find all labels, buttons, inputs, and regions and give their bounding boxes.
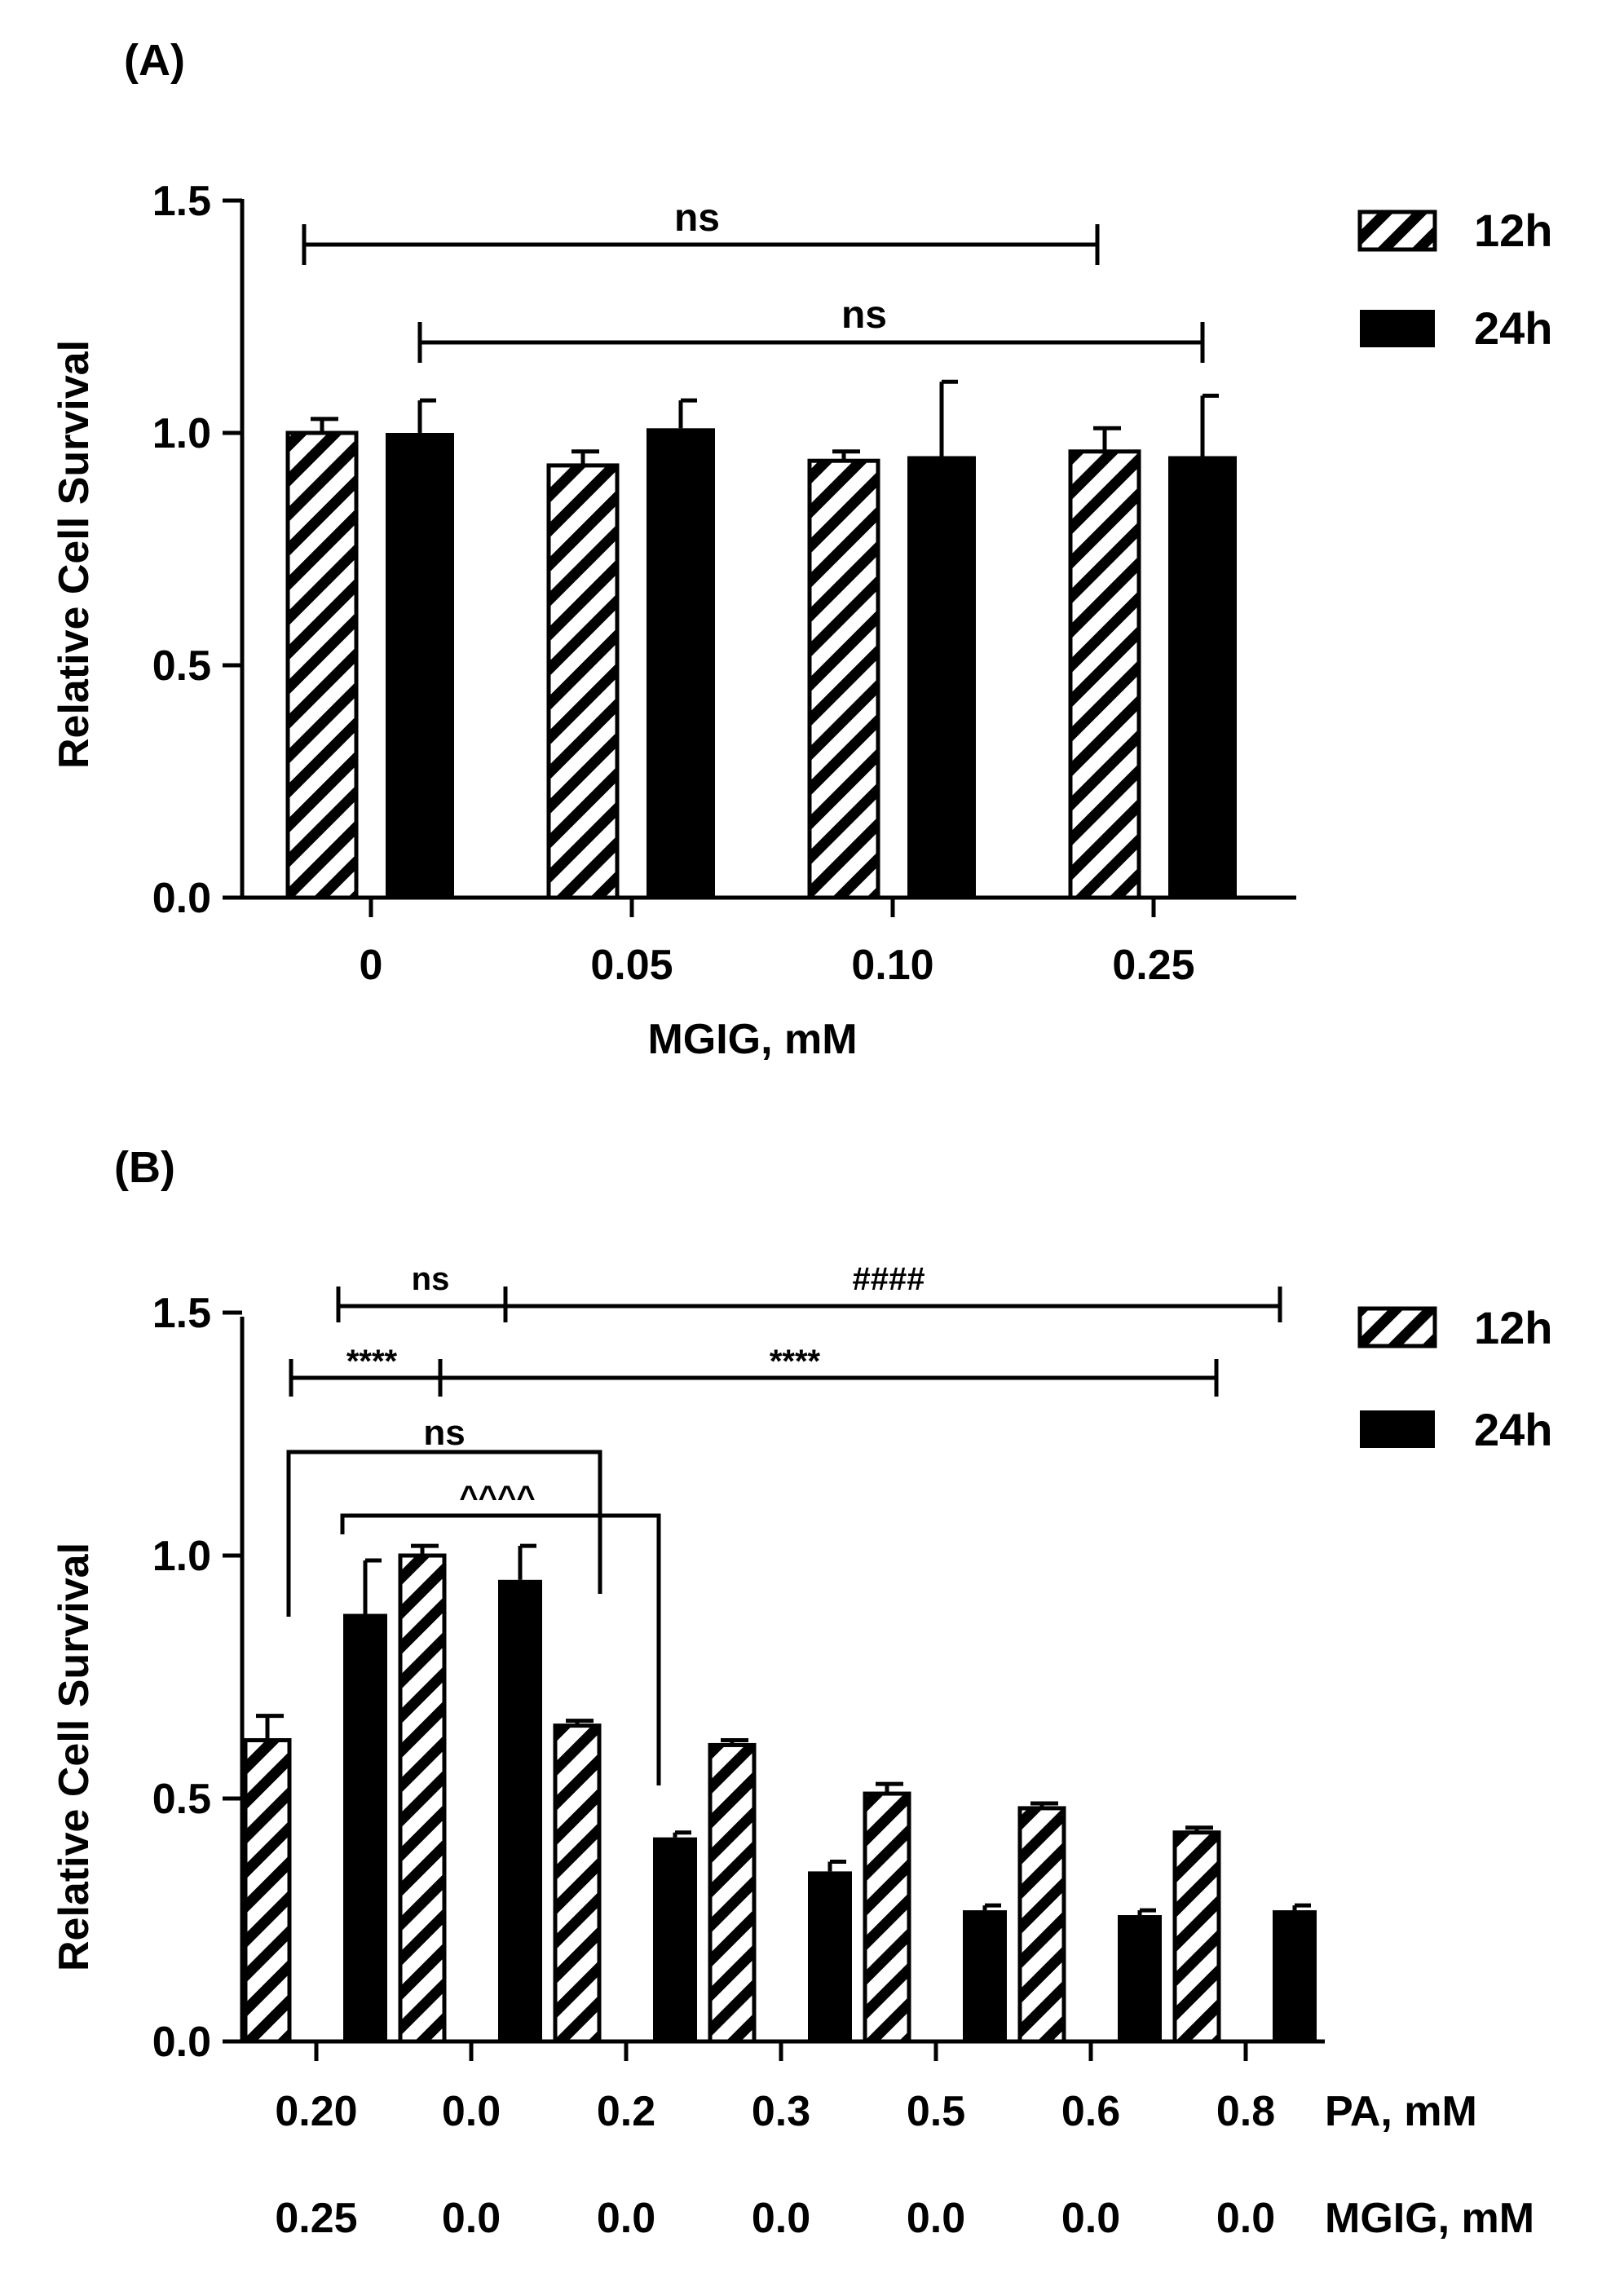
bar-12h-4 bbox=[863, 1791, 911, 2044]
bar-12h-3 bbox=[1068, 449, 1141, 900]
bar-24h-2 bbox=[907, 456, 976, 898]
bar-12h-3 bbox=[708, 1742, 757, 2044]
bar-12h-2 bbox=[553, 1724, 602, 2044]
legend-label-12h: 12h bbox=[1474, 1302, 1553, 1353]
legend-swatch-12h bbox=[1357, 1306, 1437, 1348]
y-tick-label: 0.5 bbox=[152, 642, 211, 690]
panel-a: (A) Relative Cell Survival 0.00.51.01.5 … bbox=[51, 36, 1553, 1063]
panel-a-x-axis-label: MGIG, mM bbox=[647, 1016, 857, 1063]
legend-label-24h: 24h bbox=[1474, 302, 1553, 354]
panel-b-significance-bracket: ^^^^ bbox=[340, 1480, 661, 1785]
y-tick-label: 0.5 bbox=[152, 1776, 211, 1823]
legend-swatch-24h bbox=[1360, 310, 1435, 347]
x-tick-label-pa: 0.5 bbox=[907, 2088, 965, 2135]
x-tick-label-pa: 0.2 bbox=[597, 2088, 655, 2135]
panel-a-annotation-ns-12h: ns bbox=[674, 196, 720, 240]
bar-12h-1 bbox=[546, 463, 620, 900]
bar-24h-2 bbox=[653, 1837, 697, 2041]
bar-12h-0 bbox=[243, 1737, 292, 2044]
x-tick-label-pa: 0.6 bbox=[1061, 2088, 1120, 2135]
bar-12h-1 bbox=[398, 1553, 447, 2044]
x-tick-label-pa: 0.3 bbox=[752, 2088, 810, 2135]
bar-24h-6 bbox=[1273, 1910, 1317, 2041]
bar-24h-5 bbox=[1118, 1915, 1162, 2041]
panel-b-annotation-hash: #### bbox=[853, 1261, 925, 1297]
panel-b-significance-bracket: **** **** bbox=[289, 1344, 1219, 1397]
legend-label-12h: 12h bbox=[1474, 205, 1553, 256]
panel-a-significance-bracket: ns bbox=[302, 196, 1100, 265]
x-tick-label-pa: 0.0 bbox=[442, 2088, 501, 2135]
y-tick-label: 1.0 bbox=[152, 1533, 211, 1580]
bar-24h-4 bbox=[963, 1910, 1007, 2041]
panel-a-significance-bracket: ns bbox=[417, 294, 1205, 363]
x-tick-label-mgig: 0.0 bbox=[597, 2195, 655, 2242]
panel-b-label: (B) bbox=[114, 1143, 175, 1192]
bar-24h-0 bbox=[343, 1613, 387, 2041]
bar-24h-1 bbox=[498, 1579, 542, 2041]
y-tick-label: 1.5 bbox=[152, 1290, 211, 1337]
bar-12h-2 bbox=[807, 458, 880, 900]
x-tick-label: 0.10 bbox=[851, 942, 933, 989]
x-tick-label-mgig: 0.0 bbox=[1216, 2195, 1275, 2242]
panel-b: (B) Relative Cell Survival 0.00.51.01.5 … bbox=[51, 1143, 1553, 2242]
legend-swatch-12h bbox=[1357, 210, 1437, 252]
panel-b-annotation-stars-2: **** bbox=[770, 1344, 821, 1379]
x-tick-label-mgig: 0.0 bbox=[442, 2195, 501, 2242]
panel-b-annotation-stars-1: **** bbox=[346, 1344, 398, 1379]
panel-b-x-ticks: 0.20 0.0 0.2 0.3 0.5 0.6 0.8 0.25 0.0 0.0 0.0 0.0 0.… bbox=[275, 2041, 1275, 2242]
panel-b-annotation-ns-top: ns bbox=[412, 1261, 450, 1297]
legend-label-24h: 24h bbox=[1474, 1404, 1553, 1455]
panel-b-annotation-ns-mid: ns bbox=[423, 1413, 465, 1453]
bar-12h-0 bbox=[285, 430, 359, 900]
panel-a-bars bbox=[285, 379, 1237, 900]
x-tick-label-pa: 0.8 bbox=[1216, 2088, 1275, 2135]
panel-b-row-label-mgig: MGIG, mM bbox=[1325, 2195, 1534, 2242]
bar-12h-5 bbox=[1017, 1806, 1066, 2044]
panel-b-annotation-caret: ^^^^ bbox=[459, 1480, 535, 1516]
panel-b-y-axis-label: Relative Cell Survival bbox=[51, 1543, 98, 1971]
bar-24h-1 bbox=[647, 428, 715, 898]
bar-24h-0 bbox=[386, 433, 454, 898]
x-tick-label-mgig: 0.25 bbox=[275, 2195, 357, 2242]
panel-a-label: (A) bbox=[124, 36, 185, 85]
x-tick-label-mgig: 0.0 bbox=[907, 2195, 965, 2242]
panel-a-y-ticks: 0.0 0.5 1.0 1.5 bbox=[152, 178, 242, 922]
x-tick-label-mgig: 0.0 bbox=[752, 2195, 810, 2242]
x-tick-label-mgig: 0.0 bbox=[1061, 2195, 1120, 2242]
bar-12h-6 bbox=[1172, 1830, 1221, 2044]
panel-b-row-label-pa: PA, mM bbox=[1325, 2088, 1477, 2135]
panel-a-legend: 12h 24h bbox=[1357, 205, 1553, 354]
panel-a-y-axis-label: Relative Cell Survival bbox=[51, 340, 98, 769]
x-tick-label-pa: 0.20 bbox=[275, 2088, 357, 2135]
y-tick-label: 0.0 bbox=[152, 875, 211, 922]
panel-b-bars bbox=[243, 1543, 1317, 2044]
panel-b-legend: 12h 24h bbox=[1357, 1302, 1553, 1455]
bar-24h-3 bbox=[808, 1871, 852, 2041]
legend-swatch-24h bbox=[1360, 1410, 1435, 1448]
x-tick-label: 0.25 bbox=[1112, 942, 1194, 989]
panel-a-annotation-ns-24h: ns bbox=[841, 294, 887, 337]
panel-b-significance-bracket: ns #### bbox=[336, 1261, 1282, 1322]
y-tick-label: 0.0 bbox=[152, 2019, 211, 2066]
y-tick-label: 1.0 bbox=[152, 410, 211, 457]
bar-24h-3 bbox=[1168, 456, 1237, 898]
x-tick-label: 0 bbox=[360, 942, 383, 989]
panel-b-significance-bracket: ns bbox=[286, 1413, 602, 1617]
x-tick-label: 0.05 bbox=[590, 942, 673, 989]
panel-b-y-ticks: 0.0 0.5 1.0 1.5 bbox=[152, 1290, 242, 2066]
y-tick-label: 1.5 bbox=[152, 178, 211, 225]
panel-a-x-ticks: 0 0.05 0.10 0.25 bbox=[360, 898, 1195, 989]
